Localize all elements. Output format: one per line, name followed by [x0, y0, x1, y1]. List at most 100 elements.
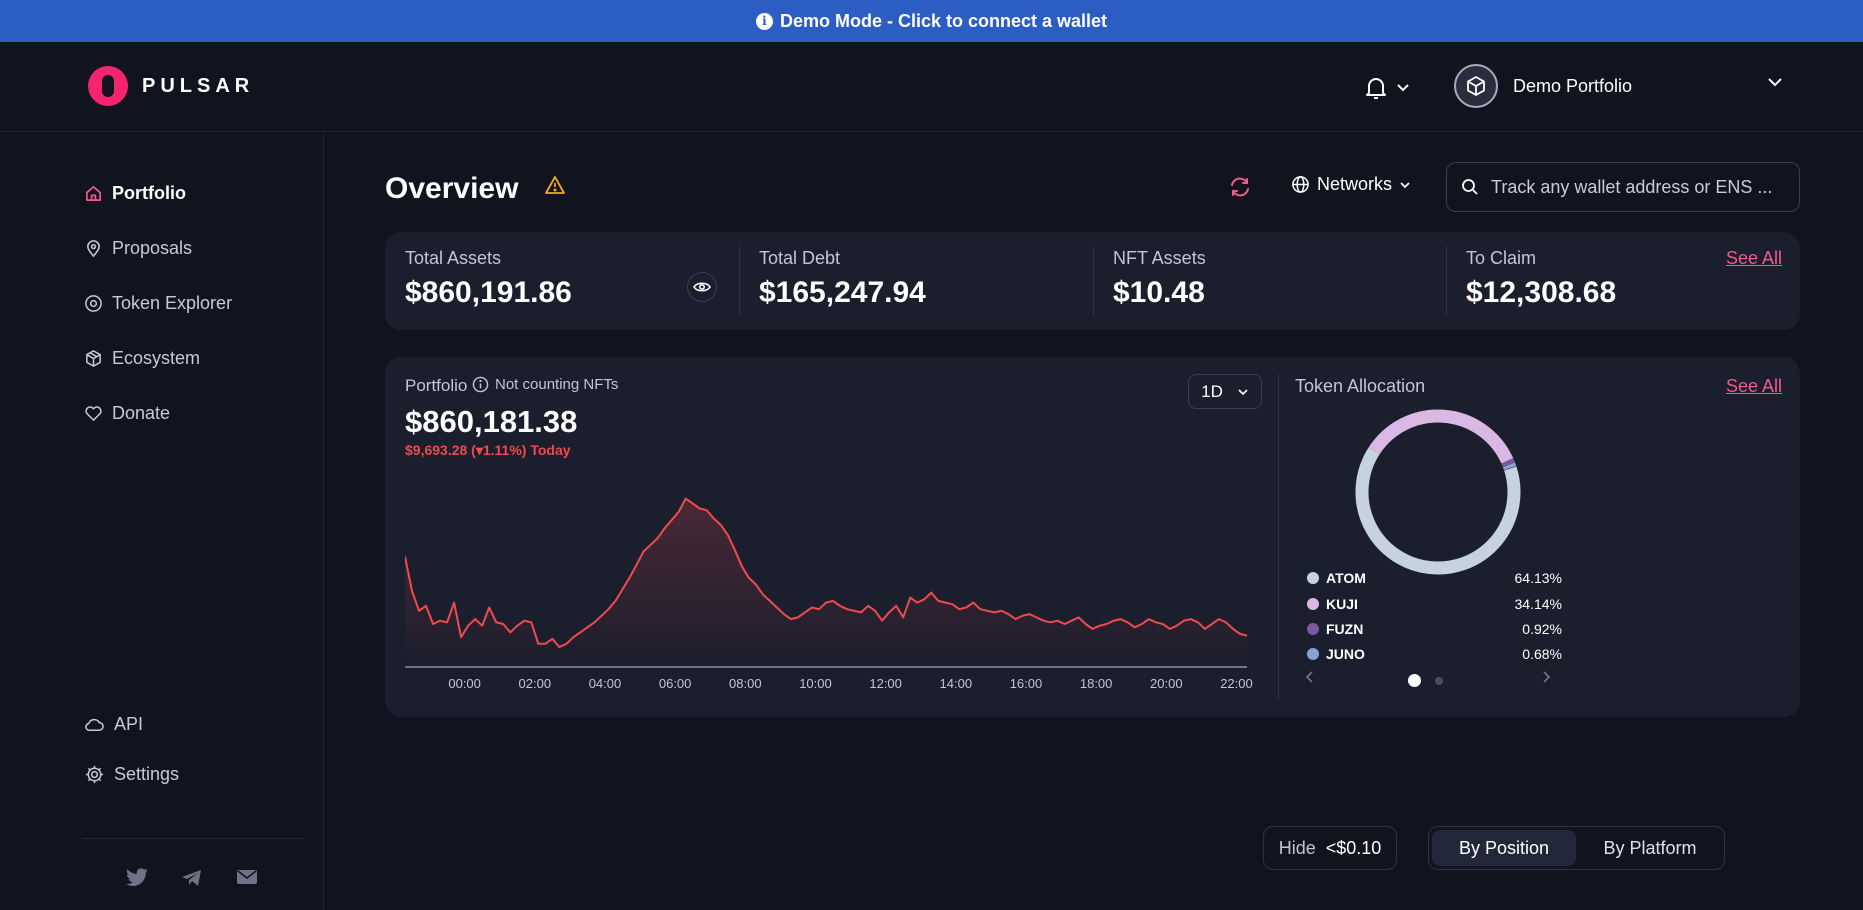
toggle-visibility-button[interactable] [687, 272, 717, 302]
x-tick-label: 00:00 [448, 676, 481, 691]
by-position-button[interactable]: By Position [1432, 830, 1576, 866]
legend-item-kuji: KUJI 34.14% [1307, 595, 1562, 615]
logo[interactable]: PULSAR [88, 66, 254, 106]
chevron-down-icon [1400, 181, 1410, 188]
sidebar-item-donate[interactable]: Donate [84, 403, 170, 424]
legend-pct: 0.68% [1522, 646, 1562, 662]
stat-value: $165,247.94 [759, 276, 926, 309]
stat-to-claim: To Claim $12,308.68 See All [1446, 232, 1800, 330]
search-input[interactable] [1491, 176, 1781, 198]
page-title: Overview [385, 172, 519, 205]
stat-value: $10.48 [1113, 276, 1205, 309]
x-tick-label: 10:00 [799, 676, 832, 691]
sidebar-item-token-explorer[interactable]: Token Explorer [84, 293, 232, 314]
time-range-dropdown[interactable]: 1D [1188, 374, 1262, 409]
portfolio-label: Portfolio [405, 376, 468, 395]
pulsar-logo-icon [88, 66, 128, 106]
account-selector[interactable]: Demo Portfolio [1454, 62, 1784, 110]
view-toggle: By Position By Platform [1428, 826, 1725, 870]
x-tick-label: 06:00 [659, 676, 692, 691]
hide-threshold: <$0.10 [1325, 837, 1382, 858]
pager-dot[interactable] [1435, 677, 1443, 685]
legend-name: JUNO [1326, 646, 1365, 662]
portfolio-note: Not counting NFTs [472, 376, 618, 393]
x-tick-label: 02:00 [519, 676, 552, 691]
notifications-button[interactable] [1364, 74, 1418, 102]
demo-mode-banner[interactable]: i Demo Mode - Click to connect a wallet [0, 0, 1863, 42]
bell-icon [1366, 78, 1386, 99]
sidebar-item-ecosystem[interactable]: Ecosystem [84, 348, 200, 369]
donut-slice-kuji[interactable] [1368, 409, 1514, 464]
portfolio-change: $9,693.28 (▾1.11%) Today [405, 442, 571, 458]
telegram-icon[interactable] [181, 868, 203, 888]
cube-icon [1467, 76, 1485, 96]
chevron-down-icon [1768, 78, 1782, 87]
stat-divider [1446, 246, 1447, 316]
legend-dot [1307, 598, 1319, 610]
avatar [1454, 64, 1498, 108]
hide-small-balances-toggle[interactable]: Hide <$0.10 [1263, 826, 1397, 870]
stats-panel: Total Assets $860,191.86 Total Debt $165… [385, 232, 1800, 330]
card-divider [1278, 374, 1279, 700]
sidebar-item-label: Donate [112, 403, 171, 423]
stat-label: Total Assets [405, 248, 502, 268]
sidebar-item-label: Settings [114, 764, 180, 784]
stat-label: To Claim [1466, 248, 1537, 268]
sidebar-item-api[interactable]: API [84, 714, 143, 735]
twitter-icon[interactable] [125, 868, 149, 888]
sidebar: Portfolio Proposals Token Explorer Ecosy… [0, 132, 324, 910]
sidebar-item-label: Proposals [112, 238, 193, 258]
heart-icon [85, 406, 102, 421]
donut-slice-atom[interactable] [1355, 447, 1521, 575]
pager-dot-active[interactable] [1408, 674, 1421, 687]
info-circle-icon [472, 376, 489, 393]
portfolio-note-text: Not counting NFTs [495, 376, 619, 393]
globe-icon [1292, 176, 1309, 193]
to-claim-see-all-link[interactable]: See All [1725, 248, 1782, 268]
wallet-search[interactable] [1446, 162, 1800, 212]
banner-text: - Click to connect a wallet [881, 10, 1108, 31]
account-name: Demo Portfolio [1513, 75, 1633, 96]
legend-name: ATOM [1326, 570, 1366, 586]
stat-total-assets: Total Assets $860,191.86 [385, 232, 739, 330]
sidebar-item-label: Portfolio [112, 183, 186, 203]
sidebar-item-settings[interactable]: Settings [84, 764, 179, 785]
hide-label: Hide [1278, 837, 1316, 858]
donut-slice-juno[interactable] [1502, 462, 1517, 471]
eye-icon [693, 282, 711, 292]
sidebar-item-portfolio[interactable]: Portfolio [84, 183, 186, 204]
sidebar-item-label: API [114, 714, 144, 734]
cloud-icon [85, 718, 104, 731]
by-platform-button[interactable]: By Platform [1603, 837, 1697, 858]
networks-dropdown[interactable]: Networks [1291, 174, 1411, 195]
stat-total-debt: Total Debt $165,247.94 [739, 232, 1093, 330]
stat-label: NFT Assets [1113, 248, 1206, 268]
allocation-see-all-link[interactable]: See All [1725, 376, 1782, 396]
chevron-down-icon [1397, 84, 1409, 92]
time-range-value: 1D [1201, 381, 1223, 401]
legend-dot [1307, 623, 1319, 635]
x-tick-label: 04:00 [589, 676, 622, 691]
legend-dot [1307, 648, 1319, 660]
portfolio-card: Portfolio Not counting NFTs $860,181.38 … [385, 357, 1800, 717]
chevron-right-icon[interactable] [1539, 669, 1553, 685]
refresh-icon[interactable] [1228, 176, 1252, 198]
legend-pct: 0.92% [1522, 621, 1562, 637]
portfolio-line [405, 497, 1248, 649]
legend-item-atom: ATOM 64.13% [1307, 569, 1562, 589]
portfolio-value: $860,181.38 [405, 404, 578, 439]
stat-nft-assets: NFT Assets $10.48 [1093, 232, 1447, 330]
portfolio-chart[interactable]: 00:00 02:00 04:00 06:00 08:00 10:00 12:00 14:00… [405, 472, 1265, 697]
target-icon [85, 295, 102, 312]
donut-slice-fuzn[interactable] [1501, 458, 1516, 468]
search-icon [1462, 179, 1478, 195]
chevron-left-icon[interactable] [1303, 669, 1317, 685]
x-tick-label: 18:00 [1080, 676, 1113, 691]
allocation-title: Token Allocation [1295, 376, 1426, 396]
sidebar-item-proposals[interactable]: Proposals [84, 238, 192, 259]
legend-name: FUZN [1326, 621, 1364, 637]
stat-label: Total Debt [759, 248, 841, 268]
allocation-donut[interactable] [1353, 407, 1523, 577]
warning-icon[interactable] [544, 175, 566, 195]
mail-icon[interactable] [236, 868, 258, 886]
